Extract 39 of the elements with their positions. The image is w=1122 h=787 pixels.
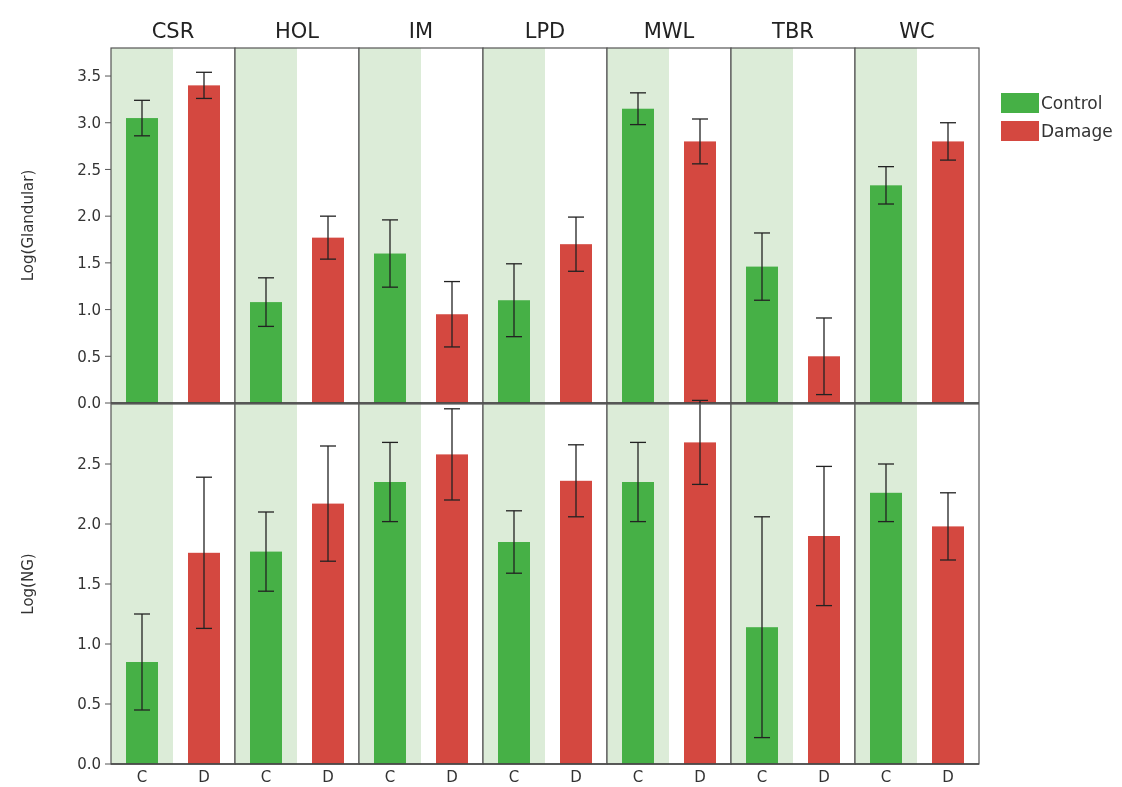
y-tick-label: 0.0 <box>77 755 101 774</box>
x-tick-label: C <box>880 768 892 786</box>
y-tick-label: 1.0 <box>77 300 101 319</box>
y-tick-label: 3.5 <box>77 67 101 86</box>
chart-title: TBR <box>771 19 814 43</box>
y-axis-title: Log(Glandular) <box>19 169 37 282</box>
x-tick-label: C <box>136 768 148 786</box>
x-tick-label: C <box>756 768 768 786</box>
legend-label: Damage <box>1041 120 1113 141</box>
y-tick-label: 0.5 <box>77 347 101 366</box>
y-tick-label: 0.5 <box>77 695 101 714</box>
y-tick-label: 2.0 <box>77 207 101 226</box>
x-tick-label: C <box>260 768 272 786</box>
y-tick-label: 2.5 <box>77 455 101 474</box>
y-tick-label: 1.0 <box>77 635 101 654</box>
y-tick-label: 1.5 <box>77 575 101 594</box>
legend-label: Control <box>1041 92 1103 113</box>
x-tick-label: C <box>508 768 520 786</box>
y-tick-label: 2.5 <box>77 160 101 179</box>
chart-title: HOL <box>274 19 320 43</box>
x-tick-label: D <box>198 768 210 786</box>
chart-title: LPD <box>524 19 566 43</box>
x-tick-label: D <box>322 768 334 786</box>
y-tick-label: 0.0 <box>77 394 101 413</box>
y-tick-label: 3.0 <box>77 113 101 132</box>
y-axis-title: Log(NG) <box>19 553 37 615</box>
chart-title: CSR <box>151 19 195 43</box>
chart-title: IM <box>408 19 434 43</box>
y-tick-label: 1.5 <box>77 254 101 273</box>
x-tick-label: C <box>632 768 644 786</box>
chart-title: WC <box>899 19 935 43</box>
x-tick-label: D <box>570 768 582 786</box>
y-tick-label: 2.0 <box>77 515 101 534</box>
chart-title: MWL <box>643 19 695 43</box>
x-tick-label: D <box>942 768 954 786</box>
x-tick-label: D <box>446 768 458 786</box>
x-tick-label: C <box>384 768 396 786</box>
x-tick-label: D <box>694 768 706 786</box>
x-tick-label: D <box>818 768 830 786</box>
